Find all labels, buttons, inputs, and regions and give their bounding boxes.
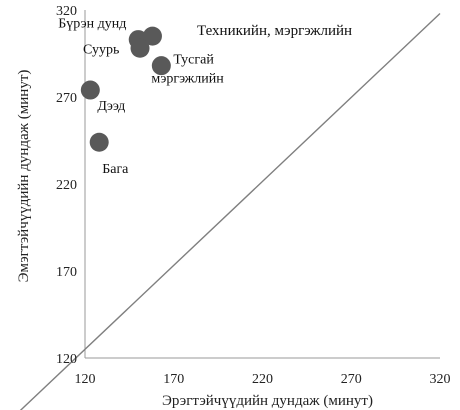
x-axis-title: Эрэгтэйчүүдийн дундаж (минут) (162, 393, 373, 409)
data-point (130, 38, 150, 58)
data-point-labels: Бүрэн дунд Суурь Тусгай мэргэжлийн Дээд Бага (58, 17, 224, 178)
data-point-label: Бүрэн дунд (58, 17, 126, 32)
data-point-label: Суурь (83, 42, 119, 57)
data-point-label: Бага (102, 162, 129, 177)
y-tick-label: 270 (56, 91, 77, 106)
y-tick-label: 170 (56, 265, 77, 280)
data-points (80, 26, 171, 152)
data-point-label: Дээд (97, 99, 125, 114)
x-tick-label: 120 (75, 372, 96, 387)
x-tick-label: 270 (341, 372, 362, 387)
data-point (151, 56, 171, 76)
y-axis-title: Эмэгтэйчүүдийн дундаж (минут) (16, 70, 32, 283)
reference-diagonal-line (19, 12, 441, 410)
axes (84, 10, 440, 359)
data-point (80, 80, 100, 100)
x-tick-label: 220 (252, 372, 273, 387)
y-tick-label: 220 (56, 178, 77, 193)
chart-annotation: Техникийн, мэргэжлийн (197, 23, 352, 39)
data-point (142, 26, 162, 46)
data-point (89, 132, 109, 152)
y-tick-label: 120 (56, 352, 77, 367)
y-tick-labels: 120 170 220 270 320 (56, 4, 77, 367)
data-point-label: Тусгай мэргэжлийн (151, 53, 224, 87)
x-tick-label: 170 (163, 372, 184, 387)
x-tick-label: 320 (430, 372, 451, 387)
y-tick-label: 320 (56, 4, 77, 19)
x-tick-labels: 120 170 220 270 320 (75, 372, 451, 387)
